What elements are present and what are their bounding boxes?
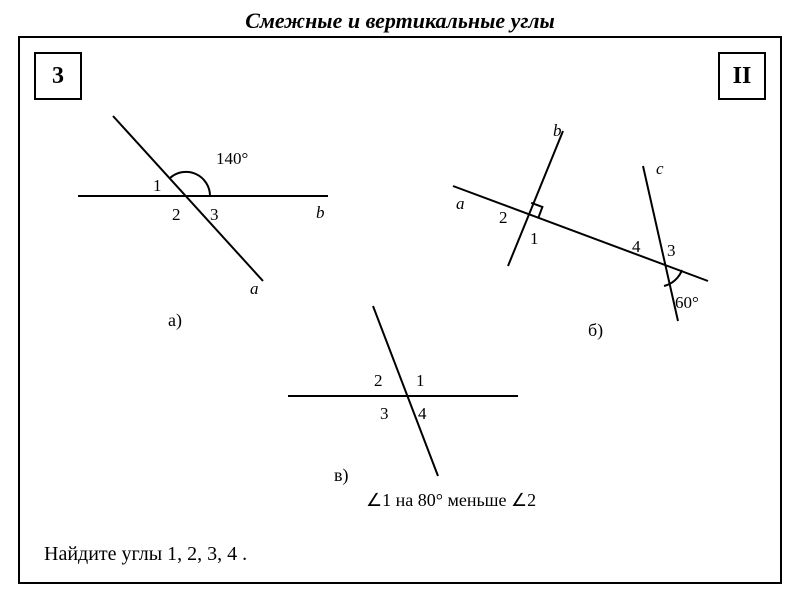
fig-c-oblique xyxy=(373,306,438,476)
figure-a: 140° 1 2 3 b a а) xyxy=(78,116,328,331)
fig-c-relation: ∠1 на 80° меньше ∠2 xyxy=(366,490,536,510)
fig-a-line-label-a: a xyxy=(250,279,259,298)
fig-a-caption: а) xyxy=(168,310,182,331)
fig-a-label-2: 2 xyxy=(172,205,181,224)
fig-a-label-1: 1 xyxy=(153,176,162,195)
fig-b-label-2: 2 xyxy=(499,208,508,227)
fig-b-line-main xyxy=(453,186,708,281)
fig-b-caption: б) xyxy=(588,320,603,341)
fig-b-label-3: 3 xyxy=(667,241,676,260)
fig-c-label-2: 2 xyxy=(374,371,383,390)
fig-b-label-4: 4 xyxy=(632,237,641,256)
fig-c-label-1: 1 xyxy=(416,371,425,390)
fig-b-line-label-a: a xyxy=(456,194,465,213)
page: Смежные и вертикальные углы 3 II 140° 1 … xyxy=(0,0,800,600)
page-title: Смежные и вертикальные углы xyxy=(0,8,800,34)
fig-b-line-label-c: c xyxy=(656,159,664,178)
fig-c-label-3: 3 xyxy=(380,404,389,423)
fig-a-line-a xyxy=(113,116,263,281)
figure-c: 1 2 3 4 в) ∠1 на 80° меньше ∠2 xyxy=(288,306,536,510)
fig-a-label-3: 3 xyxy=(210,205,219,224)
fig-b-label-1: 1 xyxy=(530,229,539,248)
fig-a-angle-140: 140° xyxy=(216,149,248,168)
diagrams-svg: 140° 1 2 3 b a а) a b c 1 2 xyxy=(18,36,782,568)
instruction-text: Найдите углы 1, 2, 3, 4 . xyxy=(44,543,247,566)
figure-b: a b c 1 2 3 4 60° б) xyxy=(453,121,708,341)
fig-c-label-4: 4 xyxy=(418,404,427,423)
fig-b-angle-60: 60° xyxy=(675,293,699,312)
fig-a-line-label-b: b xyxy=(316,203,325,222)
fig-c-caption: в) xyxy=(334,465,349,486)
fig-b-line-label-b: b xyxy=(553,121,562,140)
